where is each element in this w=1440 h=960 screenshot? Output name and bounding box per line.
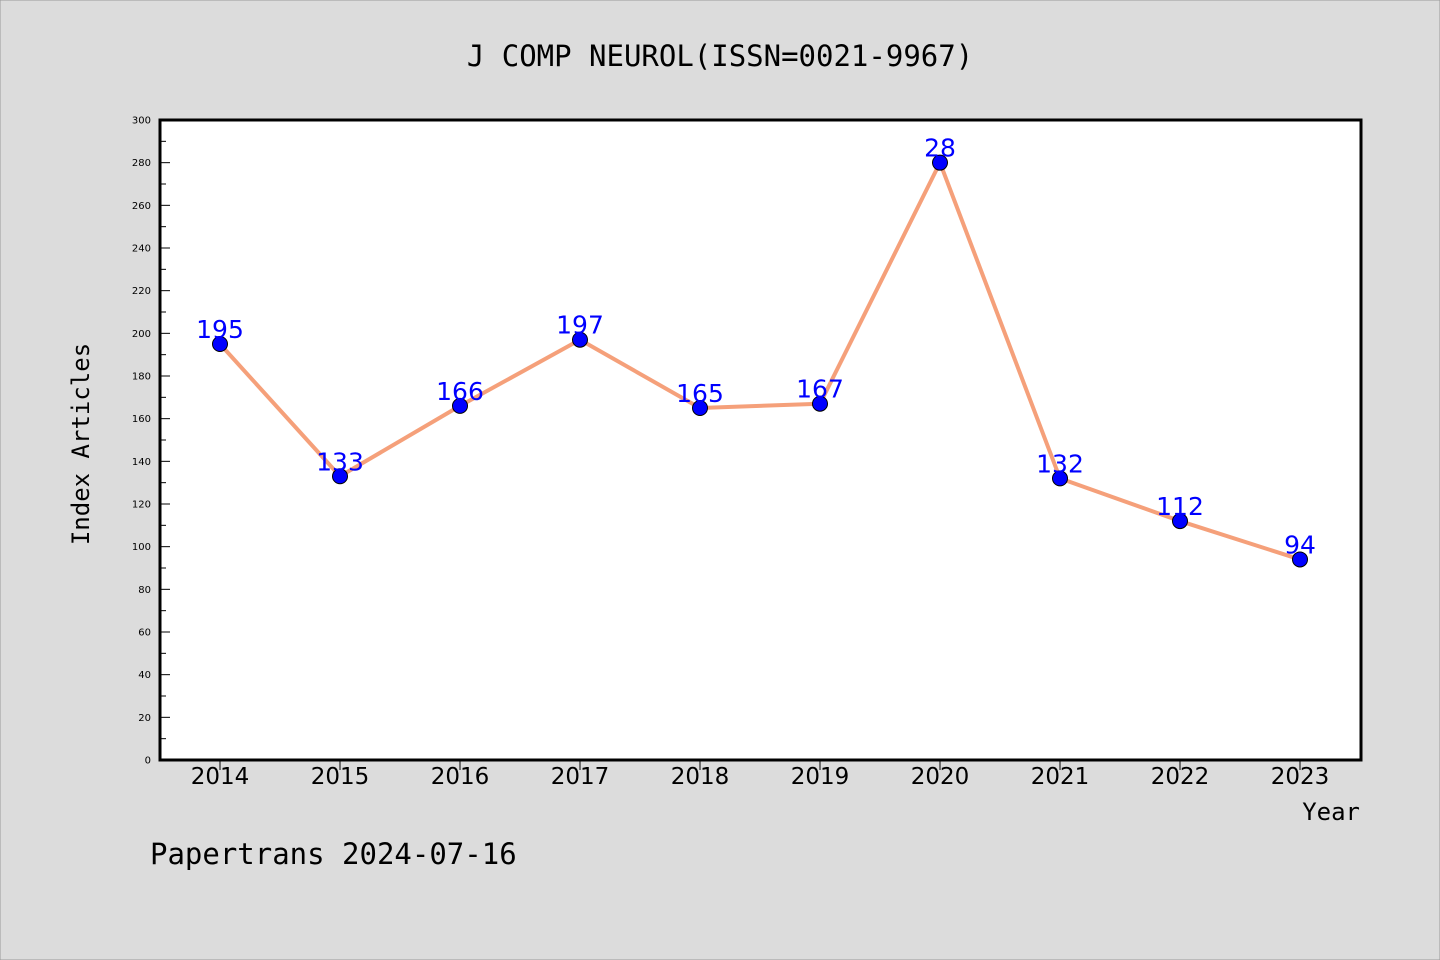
x-tick-label: 2018 xyxy=(671,764,730,790)
x-axis: 2014 2015 2016 2017 2018 2019 2020 2021 2022 2023 xyxy=(191,760,1330,790)
y-tick-label: 0 xyxy=(145,756,151,767)
data-point xyxy=(452,397,468,414)
data-label: 133 xyxy=(316,447,364,476)
plot-area xyxy=(158,118,1363,762)
y-tick-label: 200 xyxy=(132,329,151,340)
data-label: 112 xyxy=(1156,492,1204,521)
y-tick-label: 180 xyxy=(132,372,151,383)
footer-text: Papertrans 2024-07-16 xyxy=(150,837,517,871)
data-point xyxy=(332,468,348,485)
x-tick-label: 2023 xyxy=(1271,764,1330,790)
y-axis: 0 20 40 60 80 100 120 140 160 180 200 220 240 260 280 3… xyxy=(132,116,170,767)
data-label: 132 xyxy=(1036,449,1084,478)
y-tick-label: 140 xyxy=(132,457,151,468)
x-tick-label: 2016 xyxy=(431,764,490,790)
x-tick-label: 2021 xyxy=(1031,764,1090,790)
data-label: 166 xyxy=(436,377,484,406)
y-tick-label: 120 xyxy=(132,500,151,511)
x-tick-label: 2017 xyxy=(551,764,610,790)
y-tick-label: 20 xyxy=(138,713,151,724)
data-point xyxy=(932,154,948,171)
data-label: 28 xyxy=(924,134,956,163)
data-point xyxy=(1292,551,1308,568)
data-point xyxy=(572,331,588,348)
data-point xyxy=(812,395,828,412)
data-label: 94 xyxy=(1284,530,1316,559)
series-line xyxy=(218,160,1301,562)
y-tick-label: 100 xyxy=(132,542,151,553)
x-tick-label: 2014 xyxy=(191,764,250,790)
data-point xyxy=(1172,513,1188,530)
y-tick-label: 240 xyxy=(132,244,151,255)
y-tick-label: 260 xyxy=(132,201,151,212)
y-tick-label: 300 xyxy=(132,116,151,127)
data-point xyxy=(1052,470,1068,487)
data-point xyxy=(692,400,708,416)
y-tick-label: 220 xyxy=(132,286,151,297)
y-tick-label: 60 xyxy=(138,628,151,639)
data-label: 195 xyxy=(196,315,244,344)
y-tick-label: 40 xyxy=(138,670,151,681)
y-axis-label: Index Articles xyxy=(67,343,95,545)
x-axis-label: Year xyxy=(1302,798,1360,826)
x-tick-label: 2020 xyxy=(911,764,970,790)
x-tick-label: 2022 xyxy=(1151,764,1210,790)
y-tick-label: 160 xyxy=(132,414,151,425)
x-tick-label: 2019 xyxy=(791,764,850,790)
y-tick-label: 280 xyxy=(132,158,151,169)
data-label: 167 xyxy=(796,375,844,404)
data-label: 197 xyxy=(556,311,604,340)
data-point xyxy=(212,336,228,352)
data-label: 165 xyxy=(676,379,724,408)
chart-title: J COMP NEUROL(ISSN=0021-9967) xyxy=(467,39,973,73)
x-tick-label: 2015 xyxy=(311,764,370,790)
y-tick-label: 80 xyxy=(138,585,151,596)
series-line-group: 195 133 166 197 165 167 28 132 112 94 xyxy=(196,134,1316,568)
